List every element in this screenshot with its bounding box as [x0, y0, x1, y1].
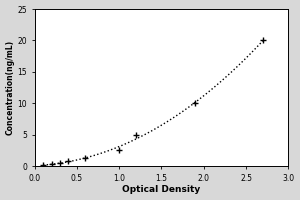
X-axis label: Optical Density: Optical Density [122, 185, 201, 194]
Y-axis label: Concentration(ng/mL): Concentration(ng/mL) [6, 40, 15, 135]
